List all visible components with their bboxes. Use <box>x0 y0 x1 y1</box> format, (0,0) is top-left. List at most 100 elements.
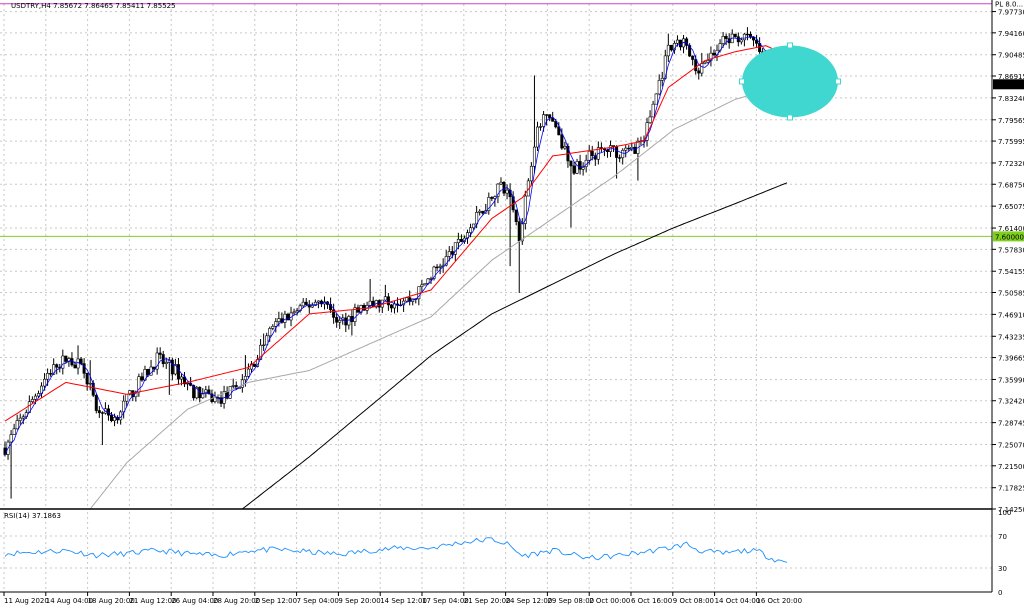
price-tick-label: 7.17825 <box>998 485 1024 493</box>
candle-body <box>490 197 494 199</box>
candle-body <box>231 385 235 387</box>
candle-body <box>219 397 223 404</box>
candle-body <box>79 358 83 364</box>
moving-averages <box>4 36 788 510</box>
candle-body <box>651 103 655 118</box>
candle-body <box>499 181 503 185</box>
rsi-tick-label: 0 <box>998 589 1002 597</box>
candle-body <box>149 366 153 376</box>
symbol-label: USDTRY,H4 7.85672 7.86465 7.85411 7.8552… <box>11 2 176 10</box>
current-price-label: 7.85525 <box>995 81 1024 89</box>
candle-body <box>590 150 594 156</box>
candle-body <box>697 70 701 74</box>
candle-body <box>572 165 576 174</box>
candle-body <box>432 266 436 279</box>
price-tick-label: 7.79565 <box>998 117 1024 125</box>
rsi-tick-label: 100 <box>998 509 1011 517</box>
candle-body <box>545 114 549 116</box>
candle-body <box>535 126 539 148</box>
candle-body <box>514 209 518 222</box>
candle-body <box>140 376 144 381</box>
candle-body <box>61 355 65 369</box>
candle-body <box>286 313 290 321</box>
candle-body <box>523 195 527 224</box>
candle-body <box>15 420 19 430</box>
candle-body <box>186 382 190 385</box>
candle-body <box>405 297 409 302</box>
price-tick-label: 7.83240 <box>998 95 1024 103</box>
candle-body <box>204 389 208 394</box>
price-tick-label: 7.39665 <box>998 355 1024 363</box>
candle-body <box>557 126 561 136</box>
candle-body <box>158 352 162 355</box>
price-tick-label: 7.75995 <box>998 138 1024 146</box>
time-tick-label: 21 Aug 12:00 <box>129 597 176 605</box>
time-tick-label: 26 Aug 04:00 <box>171 597 218 605</box>
time-tick-label: 14 Sep 12:00 <box>380 597 427 605</box>
candle-body <box>313 301 317 306</box>
candle-body <box>755 39 759 44</box>
candle-body <box>85 373 89 385</box>
candle-body <box>70 358 74 366</box>
price-tick-label: 7.50585 <box>998 289 1024 297</box>
ellipse-shape <box>742 45 838 118</box>
rsi-tick-label: 30 <box>998 565 1007 573</box>
candle-body <box>517 221 521 242</box>
candle-body <box>472 223 476 229</box>
candle-body <box>21 416 25 419</box>
candle-body <box>700 63 704 74</box>
candle-body <box>213 397 217 402</box>
candle-body <box>246 368 250 377</box>
candle-body <box>109 414 113 422</box>
candle-body <box>12 428 16 435</box>
ellipse-handle <box>787 114 793 121</box>
price-tick-label: 7.25070 <box>998 442 1024 450</box>
candle-body <box>64 355 68 362</box>
candle-body <box>338 320 342 323</box>
candle-body <box>627 147 631 150</box>
price-tick-label: 7.21500 <box>998 463 1024 471</box>
candle-body <box>55 364 59 368</box>
candle-body <box>295 310 299 313</box>
time-tick-label: 7 Sep 04:00 <box>297 597 339 605</box>
candle-body <box>195 386 199 399</box>
candle-body <box>52 364 56 375</box>
price-tick-label: 7.54155 <box>998 268 1024 276</box>
price-axis: 7.97730 7.94160 7.90485 7.86915 7.83240 7.795… <box>992 9 1024 514</box>
candle-body <box>332 309 336 318</box>
rsi-tick-label: 70 <box>998 533 1007 541</box>
time-tick-label: 24 Sep 12:00 <box>506 597 553 605</box>
candle-body <box>624 147 628 151</box>
candle-body <box>155 352 159 370</box>
price-tick-label: 7.90485 <box>998 52 1024 60</box>
candle-body <box>748 33 752 38</box>
candle-body <box>176 364 180 380</box>
candle-body <box>179 376 183 380</box>
candle-body <box>392 303 396 309</box>
candle-body <box>417 286 421 300</box>
candle-body <box>49 373 53 375</box>
price-tick-label: 7.28745 <box>998 420 1024 428</box>
rsi-line <box>4 537 788 563</box>
candle-body <box>46 373 50 380</box>
candle-body <box>654 93 658 105</box>
candle-body <box>253 363 257 367</box>
candle-body <box>529 165 533 182</box>
ellipse-annotation[interactable] <box>739 42 841 121</box>
price-tick-label: 7.97730 <box>998 9 1024 17</box>
candle-body <box>30 399 34 403</box>
time-tick-label: 14 Aug 04:00 <box>46 597 93 605</box>
candle-body <box>128 390 132 395</box>
candle-body <box>240 379 244 388</box>
candle-body <box>469 227 473 233</box>
candle-body <box>36 393 40 397</box>
candle-body <box>456 239 460 244</box>
candle-body <box>752 37 756 41</box>
candle-body <box>706 60 710 63</box>
candle-body <box>666 44 670 57</box>
candle-body <box>283 313 287 323</box>
time-tick-label: 16 Oct 20:00 <box>756 597 802 605</box>
candle-body <box>262 344 266 347</box>
candle-body <box>742 33 746 41</box>
